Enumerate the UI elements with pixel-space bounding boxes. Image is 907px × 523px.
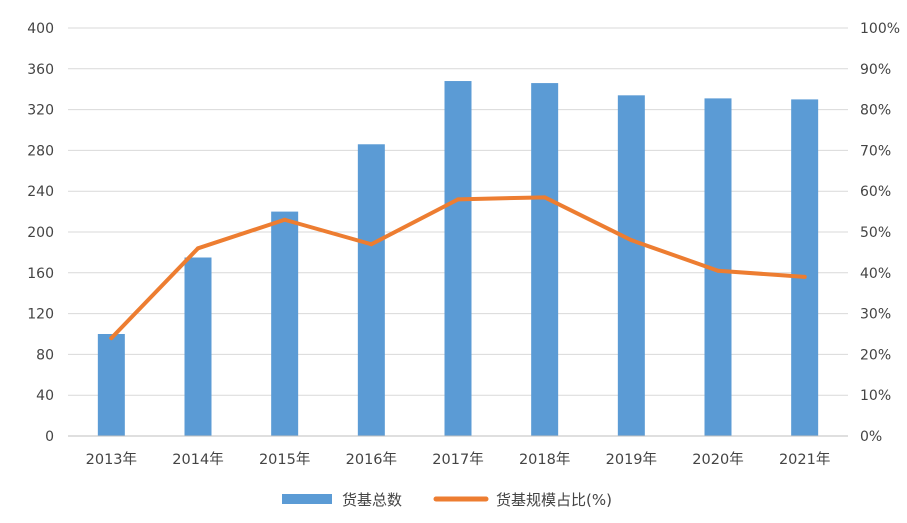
y-left-tick-label: 240 [27, 184, 54, 200]
y-right-tick-label: 20% [860, 347, 891, 363]
x-tick-label: 2019年 [606, 451, 657, 468]
legend-label-bar: 货基总数 [342, 491, 402, 509]
y-left-tick-label: 120 [27, 307, 54, 323]
legend-swatch-bar [282, 494, 332, 504]
x-tick-label: 2020年 [692, 451, 743, 468]
axes: 0 0% 40 10% 80 20% 120 30% 160 40% 200 50% 240 60% 280… [27, 21, 900, 468]
y-right-tick-label: 80% [860, 103, 891, 119]
y-left-tick-label: 400 [27, 21, 54, 37]
line-point [542, 195, 547, 200]
line-point [369, 242, 374, 247]
y-left-tick-label: 320 [27, 103, 54, 119]
x-tick-label: 2015年 [259, 451, 310, 468]
x-tick-label: 2017年 [432, 451, 483, 468]
x-tick-label: 2016年 [346, 451, 397, 468]
y-left-tick-label: 200 [27, 225, 54, 241]
line-point [716, 268, 720, 273]
x-tick-label: 2021年 [779, 451, 830, 468]
bar [617, 95, 645, 436]
y-right-tick-label: 0% [860, 429, 882, 445]
y-left-tick-label: 160 [27, 266, 54, 282]
y-right-tick-label: 50% [860, 225, 891, 241]
bar [357, 144, 385, 436]
line-point [196, 246, 200, 251]
y-right-tick-label: 60% [860, 184, 891, 200]
y-left-tick-label: 80 [36, 347, 54, 363]
bar [791, 99, 819, 437]
legend-label-line: 货基规模占比(%) [496, 491, 612, 509]
y-right-tick-label: 30% [860, 307, 891, 323]
bar [531, 83, 559, 436]
bar [97, 334, 125, 436]
x-tick-label: 2014年 [172, 451, 223, 468]
y-left-tick-label: 280 [27, 143, 54, 159]
bar-series [97, 81, 819, 437]
line-point [629, 238, 634, 243]
line-series [109, 195, 807, 341]
y-right-tick-label: 90% [860, 62, 891, 78]
x-tick-label: 2018年 [519, 451, 570, 468]
line-point [282, 217, 287, 222]
y-left-tick-label: 40 [36, 388, 54, 404]
line-point [456, 197, 460, 202]
y-right-tick-label: 70% [860, 143, 891, 159]
bar [444, 81, 472, 436]
bar [184, 257, 212, 436]
y-right-tick-label: 100% [860, 21, 900, 37]
line-point [802, 274, 807, 279]
line-point [109, 336, 114, 341]
y-left-tick-label: 0 [45, 429, 54, 445]
legend: 货基总数 货基规模占比(%) [282, 491, 612, 509]
y-left-tick-label: 360 [27, 62, 54, 78]
bar [271, 211, 299, 436]
y-right-tick-label: 40% [860, 266, 891, 282]
y-right-tick-label: 10% [860, 388, 891, 404]
x-tick-label: 2013年 [86, 451, 137, 468]
